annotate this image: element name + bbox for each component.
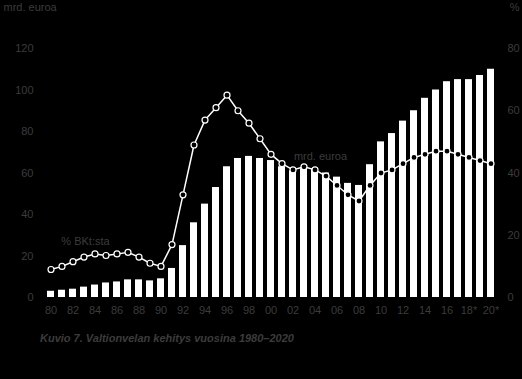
- svg-text:06: 06: [331, 304, 343, 316]
- svg-text:120: 120: [15, 42, 33, 54]
- svg-text:14: 14: [419, 304, 431, 316]
- svg-text:% BKt:sta: % BKt:sta: [61, 235, 110, 247]
- svg-text:92: 92: [177, 304, 189, 316]
- svg-text:82: 82: [67, 304, 79, 316]
- html-text:Kuvio 7. Valtionvelan kehitys: Kuvio 7. Valtionvelan kehitys vuosina 19…: [40, 332, 294, 344]
- svg-text:20: 20: [21, 250, 33, 262]
- svg-text:84: 84: [89, 304, 101, 316]
- svg-text:80: 80: [508, 42, 520, 54]
- svg-text:04: 04: [309, 304, 321, 316]
- svg-text:94: 94: [199, 304, 211, 316]
- svg-text:20*: 20*: [483, 304, 500, 316]
- svg-text:mrd. euroa: mrd. euroa: [4, 1, 58, 13]
- svg-text:86: 86: [111, 304, 123, 316]
- svg-text:60: 60: [508, 104, 520, 116]
- svg-text:10: 10: [375, 304, 387, 316]
- svg-text:80: 80: [45, 304, 57, 316]
- svg-text:60: 60: [21, 167, 33, 179]
- svg-text:08: 08: [353, 304, 365, 316]
- svg-text:100: 100: [15, 84, 33, 96]
- svg-text:%: %: [510, 1, 520, 13]
- svg-text:16: 16: [441, 304, 453, 316]
- svg-text:90: 90: [155, 304, 167, 316]
- svg-text:40: 40: [21, 208, 33, 220]
- svg-text:98: 98: [243, 304, 255, 316]
- svg-text:18*: 18*: [461, 304, 478, 316]
- svg-text:mrd. euroa: mrd. euroa: [294, 150, 348, 162]
- svg-text:40: 40: [508, 167, 520, 179]
- svg-text:0: 0: [27, 291, 33, 303]
- svg-text:02: 02: [287, 304, 299, 316]
- svg-text:12: 12: [397, 304, 409, 316]
- svg-text:20: 20: [508, 229, 520, 241]
- svg-text:0: 0: [508, 291, 514, 303]
- svg-text:80: 80: [21, 125, 33, 137]
- svg-text:88: 88: [133, 304, 145, 316]
- svg-text:96: 96: [221, 304, 233, 316]
- svg-text:00: 00: [265, 304, 277, 316]
